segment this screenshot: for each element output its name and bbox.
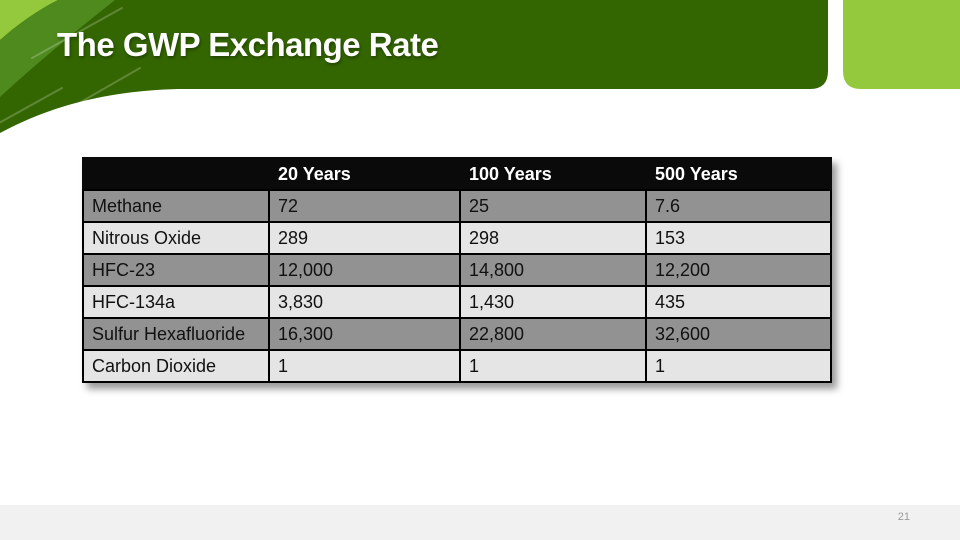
gas-label-cell: Methane xyxy=(82,189,270,223)
gwp-value-cell: 22,800 xyxy=(459,317,647,351)
gwp-table-body: Methane 72 25 7.6 Nitrous Oxide 289 298 153 HFC-… xyxy=(82,189,832,383)
gas-label-cell: Nitrous Oxide xyxy=(82,221,270,255)
top-right-accent-block xyxy=(843,0,960,89)
gwp-value-cell: 32,600 xyxy=(645,317,832,351)
gwp-value-cell: 7.6 xyxy=(645,189,832,223)
gwp-value-cell: 1 xyxy=(645,349,832,383)
gas-label-cell: HFC-134a xyxy=(82,285,270,319)
gwp-value-cell: 153 xyxy=(645,221,832,255)
footer-band xyxy=(0,505,960,540)
year-header-cell: 500 Years xyxy=(645,157,832,191)
gwp-value-cell: 72 xyxy=(268,189,461,223)
corner-header-cell xyxy=(82,157,270,191)
streak-lines xyxy=(0,7,141,159)
year-header-cell: 20 Years xyxy=(268,157,461,191)
gwp-value-cell: 289 xyxy=(268,221,461,255)
page-title: The GWP Exchange Rate xyxy=(57,26,439,63)
table-row: HFC-23 12,000 14,800 12,200 xyxy=(82,253,832,287)
table-row: Nitrous Oxide 289 298 153 xyxy=(82,221,832,255)
slide-number: 21 xyxy=(897,511,910,523)
gwp-value-cell: 25 xyxy=(459,189,647,223)
gwp-value-cell: 435 xyxy=(645,285,832,319)
table-row: HFC-134a 3,830 1,430 435 xyxy=(82,285,832,319)
gwp-value-cell: 16,300 xyxy=(268,317,461,351)
gwp-table-head: 20 Years 100 Years 500 Years xyxy=(82,157,832,191)
gwp-value-cell: 1 xyxy=(268,349,461,383)
corner-band-medium xyxy=(0,0,115,97)
banner-shape xyxy=(0,0,828,133)
corner-wedge-light xyxy=(0,0,58,40)
year-header-cell: 100 Years xyxy=(459,157,647,191)
gwp-value-cell: 1 xyxy=(459,349,647,383)
gwp-table-header-row: 20 Years 100 Years 500 Years xyxy=(82,157,832,191)
gas-label-cell: Sulfur Hexafluoride xyxy=(82,317,270,351)
table-row: Sulfur Hexafluoride 16,300 22,800 32,600 xyxy=(82,317,832,351)
table-row: Methane 72 25 7.6 xyxy=(82,189,832,223)
gas-label-cell: HFC-23 xyxy=(82,253,270,287)
table-row: Carbon Dioxide 1 1 1 xyxy=(82,349,832,383)
gwp-value-cell: 12,000 xyxy=(268,253,461,287)
header-banner-graphic xyxy=(0,0,960,159)
gwp-value-cell: 298 xyxy=(459,221,647,255)
gwp-value-cell: 3,830 xyxy=(268,285,461,319)
gwp-table: 20 Years 100 Years 500 Years Methane 72 25 7.… xyxy=(82,157,832,383)
gwp-value-cell: 12,200 xyxy=(645,253,832,287)
gwp-value-cell: 14,800 xyxy=(459,253,647,287)
gas-label-cell: Carbon Dioxide xyxy=(82,349,270,383)
gwp-value-cell: 1,430 xyxy=(459,285,647,319)
